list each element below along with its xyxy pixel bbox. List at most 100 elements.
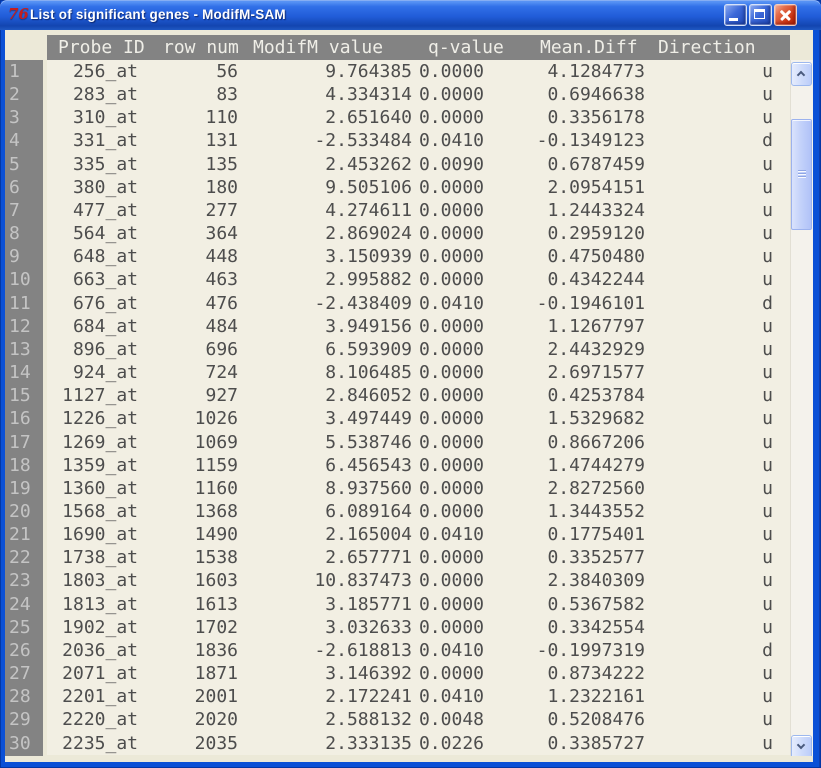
cell-probe-id: 924_at bbox=[72, 362, 138, 384]
cell-direction: d bbox=[762, 639, 773, 661]
cell-direction: d bbox=[762, 292, 773, 314]
table-row[interactable]: 1127_at 927 2.846052 0.0000 0.4253784 u bbox=[47, 384, 790, 407]
table-row[interactable]: 310_at 110 2.651640 0.0000 0.3356178 u bbox=[47, 106, 790, 129]
cell-modifm-value: 4.334314 bbox=[325, 84, 412, 106]
table-row[interactable]: 283_at 83 4.334314 0.0000 0.6946638 u bbox=[47, 83, 790, 106]
cell-row-num: 1368 bbox=[194, 500, 238, 522]
row-number: 15 bbox=[9, 385, 31, 407]
table-row[interactable]: 676_at 476 -2.438409 0.0410 -0.1946101 d bbox=[47, 292, 790, 315]
cell-modifm-value: 6.089164 bbox=[325, 500, 412, 522]
row-number: 7 bbox=[9, 199, 20, 221]
cell-modifm-value: -2.533484 bbox=[314, 130, 412, 152]
table-row[interactable]: 2201_at 2001 2.172241 0.0410 1.2322161 u bbox=[47, 685, 790, 708]
row-number: 6 bbox=[9, 176, 20, 198]
cell-q-value: 0.0000 bbox=[418, 107, 484, 129]
minimize-button[interactable] bbox=[724, 4, 747, 26]
cell-modifm-value: 9.764385 bbox=[325, 61, 412, 82]
titlebar[interactable]: 76 List of significant genes - ModifM-SA… bbox=[0, 0, 821, 30]
cell-probe-id: 1226_at bbox=[62, 408, 138, 430]
table-row[interactable]: 564_at 364 2.869024 0.0000 0.2959120 u bbox=[47, 222, 790, 245]
table-row[interactable]: 331_at 131 -2.533484 0.0410 -0.1349123 d bbox=[47, 129, 790, 152]
scrollbar-thumb[interactable] bbox=[791, 119, 812, 230]
row-number: 19 bbox=[9, 477, 31, 499]
table-row[interactable]: 648_at 448 3.150939 0.0000 0.4750480 u bbox=[47, 245, 790, 268]
maximize-button[interactable] bbox=[749, 4, 772, 26]
minimize-icon bbox=[729, 18, 738, 21]
table-row[interactable]: 1568_at 1368 6.089164 0.0000 1.3443552 u bbox=[47, 500, 790, 523]
cell-q-value: 0.0410 bbox=[418, 686, 484, 708]
cell-probe-id: 648_at bbox=[72, 246, 138, 268]
table-row[interactable]: 684_at 484 3.949156 0.0000 1.1267797 u bbox=[47, 315, 790, 338]
table-row[interactable]: 663_at 463 2.995882 0.0000 0.4342244 u bbox=[47, 268, 790, 291]
cell-modifm-value: 2.657771 bbox=[325, 547, 412, 569]
cell-q-value: 0.0048 bbox=[418, 709, 484, 731]
cell-probe-id: 283_at bbox=[72, 84, 138, 106]
cell-direction: u bbox=[762, 524, 773, 546]
cell-q-value: 0.0000 bbox=[418, 199, 484, 221]
vertical-scrollbar[interactable] bbox=[790, 60, 813, 762]
row-number: 21 bbox=[9, 524, 31, 546]
row-number: 29 bbox=[9, 709, 31, 731]
table-row[interactable]: 1902_at 1702 3.032633 0.0000 0.3342554 u bbox=[47, 616, 790, 639]
table-row[interactable]: 1269_at 1069 5.538746 0.0000 0.8667206 u bbox=[47, 431, 790, 454]
cell-direction: u bbox=[762, 454, 773, 476]
cell-probe-id: 310_at bbox=[72, 107, 138, 129]
table-row[interactable]: 896_at 696 6.593909 0.0000 2.4432929 u bbox=[47, 338, 790, 361]
cell-mean-diff: 0.3342554 bbox=[547, 616, 645, 638]
cell-direction: u bbox=[762, 61, 773, 82]
cell-mean-diff: 1.3443552 bbox=[547, 500, 645, 522]
cell-direction: u bbox=[762, 686, 773, 708]
table-row[interactable]: 335_at 135 2.453262 0.0090 0.6787459 u bbox=[47, 153, 790, 176]
table-row[interactable]: 2235_at 2035 2.333135 0.0226 0.3385727 u bbox=[47, 732, 790, 755]
cell-direction: u bbox=[762, 663, 773, 685]
table-row[interactable]: 477_at 277 4.274611 0.0000 1.2443324 u bbox=[47, 199, 790, 222]
cell-direction: u bbox=[762, 547, 773, 569]
cell-modifm-value: -2.618813 bbox=[314, 639, 412, 661]
cell-row-num: 277 bbox=[205, 199, 238, 221]
cell-direction: u bbox=[762, 315, 773, 337]
cell-q-value: 0.0000 bbox=[418, 547, 484, 569]
cell-row-num: 180 bbox=[205, 176, 238, 198]
cell-modifm-value: 2.846052 bbox=[325, 385, 412, 407]
scroll-up-button[interactable] bbox=[791, 62, 812, 86]
close-button[interactable] bbox=[774, 4, 797, 26]
cell-q-value: 0.0000 bbox=[418, 385, 484, 407]
cell-probe-id: 676_at bbox=[72, 292, 138, 314]
cell-modifm-value: 2.995882 bbox=[325, 269, 412, 291]
cell-mean-diff: 0.6787459 bbox=[547, 153, 645, 175]
table-row[interactable]: 924_at 724 8.106485 0.0000 2.6971577 u bbox=[47, 361, 790, 384]
cell-modifm-value: 2.172241 bbox=[325, 686, 412, 708]
table-row[interactable]: 1803_at 1603 10.837473 0.0000 2.3840309 u bbox=[47, 569, 790, 592]
cell-probe-id: 564_at bbox=[72, 223, 138, 245]
cell-mean-diff: 2.3840309 bbox=[547, 570, 645, 592]
cell-modifm-value: 6.456543 bbox=[325, 454, 412, 476]
cell-direction: u bbox=[762, 616, 773, 638]
table-row[interactable]: 1813_at 1613 3.185771 0.0000 0.5367582 u bbox=[47, 593, 790, 616]
table-row[interactable]: 1360_at 1160 8.937560 0.0000 2.8272560 u bbox=[47, 477, 790, 500]
table-row[interactable]: 1738_at 1538 2.657771 0.0000 0.3352577 u bbox=[47, 546, 790, 569]
row-number: 22 bbox=[9, 547, 31, 569]
cell-mean-diff: 0.5208476 bbox=[547, 709, 645, 731]
tk-app-icon[interactable]: 76 bbox=[8, 5, 29, 23]
row-number: 4 bbox=[9, 130, 20, 152]
cell-q-value: 0.0000 bbox=[418, 663, 484, 685]
table-row[interactable]: 2036_at 1836 -2.618813 0.0410 -0.1997319 d bbox=[47, 639, 790, 662]
table-row[interactable]: 380_at 180 9.505106 0.0000 2.0954151 u bbox=[47, 176, 790, 199]
cell-modifm-value: 9.505106 bbox=[325, 176, 412, 198]
table-row[interactable]: 1226_at 1026 3.497449 0.0000 1.5329682 u bbox=[47, 407, 790, 430]
cell-modifm-value: 3.185771 bbox=[325, 593, 412, 615]
row-number: 8 bbox=[9, 223, 20, 245]
table-row[interactable]: 256_at 56 9.764385 0.0000 4.1284773 u bbox=[47, 60, 790, 83]
table-row[interactable]: 2071_at 1871 3.146392 0.0000 0.8734222 u bbox=[47, 662, 790, 685]
cell-probe-id: 1269_at bbox=[62, 431, 138, 453]
table-row[interactable]: 1359_at 1159 6.456543 0.0000 1.4744279 u bbox=[47, 454, 790, 477]
column-header-modifm-value: ModifM value bbox=[253, 37, 384, 58]
table-row[interactable]: 2220_at 2020 2.588132 0.0048 0.5208476 u bbox=[47, 708, 790, 731]
cell-q-value: 0.0000 bbox=[418, 246, 484, 268]
table-row[interactable]: 1690_at 1490 2.165004 0.0410 0.1775401 u bbox=[47, 523, 790, 546]
cell-mean-diff: 0.3356178 bbox=[547, 107, 645, 129]
cell-probe-id: 896_at bbox=[72, 338, 138, 360]
cell-q-value: 0.0410 bbox=[418, 130, 484, 152]
cell-direction: u bbox=[762, 709, 773, 731]
cell-q-value: 0.0000 bbox=[418, 338, 484, 360]
